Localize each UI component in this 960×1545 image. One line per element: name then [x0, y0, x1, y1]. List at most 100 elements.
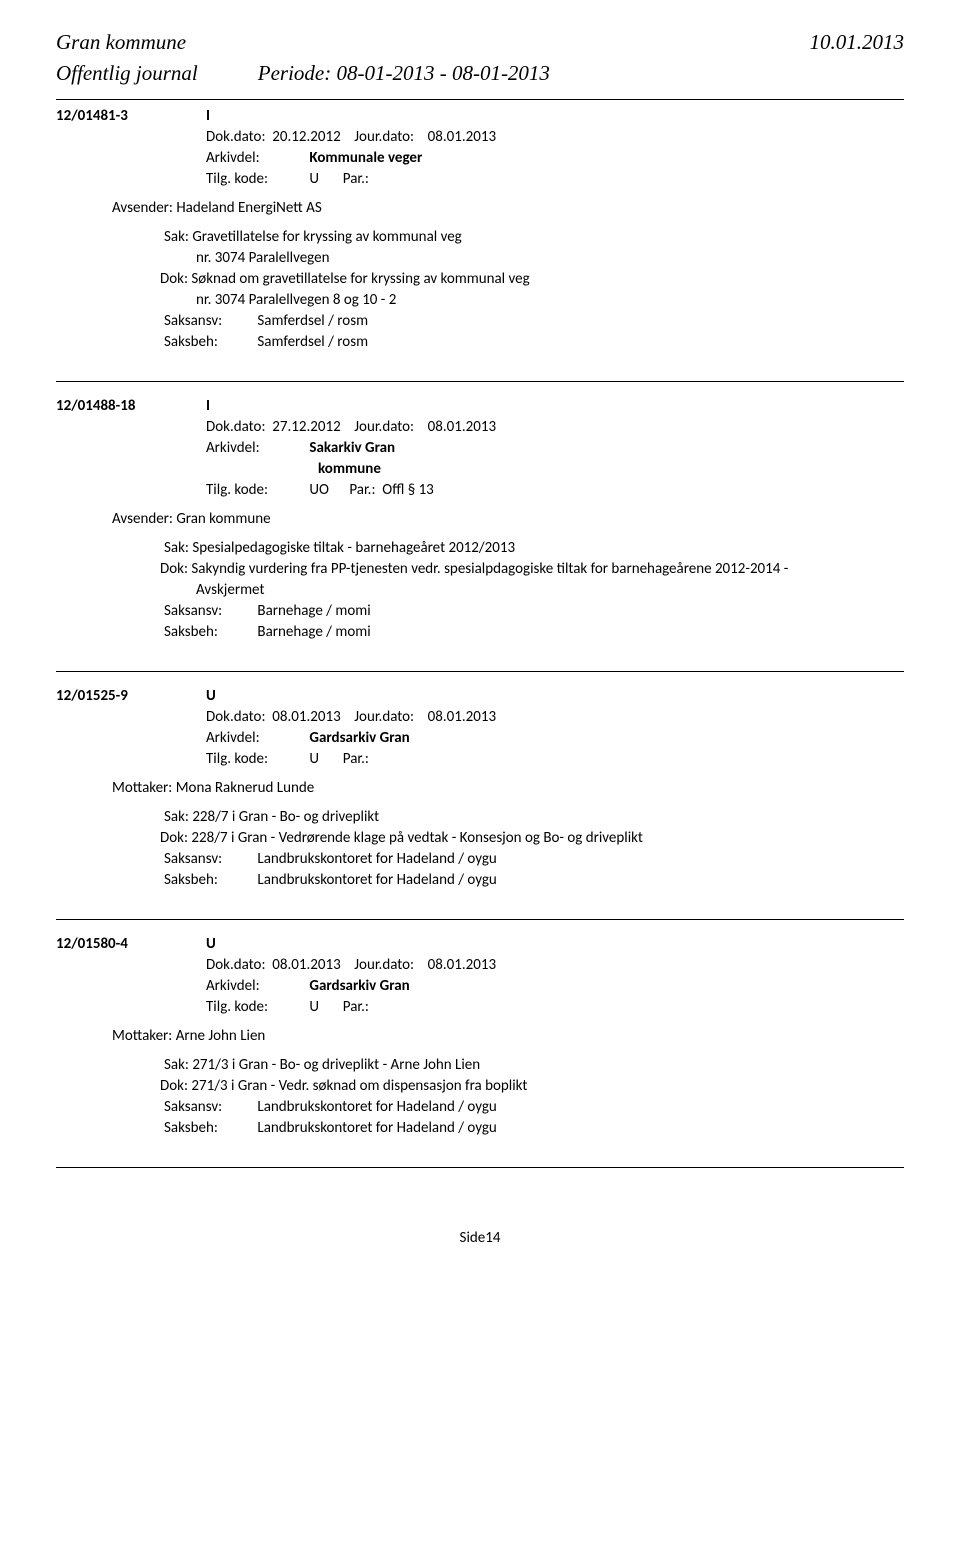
tilg-value: U — [309, 998, 319, 1016]
arkiv-label: Arkivdel: — [206, 438, 306, 459]
dok-value: Søknad om gravetillatelse for kryssing a… — [191, 270, 529, 288]
sender-line: Avsender: Gran kommune — [112, 509, 904, 530]
jourdato-value: 08.01.2013 — [428, 418, 496, 436]
saksbeh-value: Landbrukskontoret for Hadeland / oygu — [257, 871, 496, 889]
saksbeh-line: Saksbeh: Barnehage / momi — [164, 622, 904, 643]
saksbeh-value: Landbrukskontoret for Hadeland / oygu — [257, 1119, 496, 1137]
saksansv-label: Saksansv: — [164, 849, 254, 870]
arkiv-label: Arkivdel: — [206, 976, 306, 997]
saksansv-label: Saksansv: — [164, 601, 254, 622]
saksbeh-value: Samferdsel / rosm — [257, 333, 368, 351]
sender-value: Hadeland EnergiNett AS — [176, 199, 321, 217]
dok-line: Dok: Sakyndig vurdering fra PP-tjenesten… — [160, 559, 904, 580]
dok-value: 228/7 i Gran - Vedrørende klage på vedta… — [191, 829, 643, 847]
jourdato-value: 08.01.2013 — [428, 708, 496, 726]
dok-label: Dok: — [160, 560, 188, 578]
arkiv-line: Arkivdel: Gardsarkiv Gran — [206, 728, 904, 749]
dok-label: Dok: — [160, 1077, 188, 1095]
dokdato-label: Dok.dato: — [206, 956, 265, 974]
arkiv-value: Gardsarkiv Gran — [309, 729, 409, 747]
case-id: 12/01481-3 — [56, 106, 206, 127]
header-period: Periode: 08-01-2013 - 08-01-2013 — [258, 59, 904, 88]
sak-line: Sak: Gravetillatelse for kryssing av kom… — [164, 227, 904, 248]
saksbeh-label: Saksbeh: — [164, 332, 254, 353]
sender-value: Gran kommune — [176, 510, 270, 528]
sak-value: 228/7 i Gran - Bo- og driveplikt — [192, 808, 379, 826]
jourdato-label: Jour.dato: — [354, 418, 414, 436]
header-row: Gran kommune 10.01.2013 — [56, 28, 904, 57]
saksansv-value: Landbrukskontoret for Hadeland / oygu — [257, 850, 496, 868]
sak-line: Sak: Spesialpedagogiske tiltak - barneha… — [164, 538, 904, 559]
tilg-line: Tilg. kode: UO Par.: Offl § 13 — [206, 480, 904, 501]
page-footer: Side14 — [56, 1228, 904, 1249]
dok-label: Dok: — [160, 829, 188, 847]
dokdato-value: 27.12.2012 — [272, 418, 340, 436]
par-label: Par.: — [343, 170, 369, 188]
tilg-line: Tilg. kode: U Par.: — [206, 169, 904, 190]
saksansv-line: Saksansv: Samferdsel / rosm — [164, 311, 904, 332]
direction-code: I — [206, 106, 210, 127]
sak-value: Gravetillatelse for kryssing av kommunal… — [192, 228, 461, 246]
dok-line: Dok: 228/7 i Gran - Vedrørende klage på … — [160, 828, 904, 849]
jourdato-value: 08.01.2013 — [428, 128, 496, 146]
saksbeh-label: Saksbeh: — [164, 622, 254, 643]
arkiv-label: Arkivdel: — [206, 148, 306, 169]
saksbeh-line: Saksbeh: Landbrukskontoret for Hadeland … — [164, 870, 904, 891]
sender-value: Mona Raknerud Lunde — [176, 779, 314, 797]
journal-entry: 12/01525-9 U Dok.dato: 08.01.2013 Jour.d… — [56, 686, 904, 891]
tilg-label: Tilg. kode: — [206, 480, 306, 501]
sak-value: 271/3 i Gran - Bo- og driveplikt - Arne … — [192, 1056, 480, 1074]
jourdato-label: Jour.dato: — [354, 128, 414, 146]
entry-rule — [56, 919, 904, 920]
saksansv-value: Landbrukskontoret for Hadeland / oygu — [257, 1098, 496, 1116]
jourdato-label: Jour.dato: — [354, 708, 414, 726]
direction-code: U — [206, 934, 216, 955]
sak-line: Sak: 271/3 i Gran - Bo- og driveplikt - … — [164, 1055, 904, 1076]
sak-value: Spesialpedagogiske tiltak - barnehageåre… — [192, 539, 515, 557]
header-org: Gran kommune — [56, 28, 186, 57]
saksbeh-line: Saksbeh: Samferdsel / rosm — [164, 332, 904, 353]
sender-value: Arne John Lien — [176, 1027, 266, 1045]
date-line: Dok.dato: 08.01.2013 Jour.dato: 08.01.20… — [206, 955, 904, 976]
par-label: Par.: — [343, 998, 369, 1016]
dokdato-value: 08.01.2013 — [272, 708, 340, 726]
dokdato-value: 08.01.2013 — [272, 956, 340, 974]
par-label: Par.: — [349, 481, 375, 499]
direction-code: U — [206, 686, 216, 707]
saksbeh-line: Saksbeh: Landbrukskontoret for Hadeland … — [164, 1118, 904, 1139]
date-line: Dok.dato: 20.12.2012 Jour.dato: 08.01.20… — [206, 127, 904, 148]
dok-label: Dok: — [160, 270, 188, 288]
tilg-line: Tilg. kode: U Par.: — [206, 997, 904, 1018]
tilg-label: Tilg. kode: — [206, 169, 306, 190]
arkiv-label: Arkivdel: — [206, 728, 306, 749]
arkiv-value: Gardsarkiv Gran — [309, 977, 409, 995]
saksbeh-value: Barnehage / momi — [257, 623, 370, 641]
dok-value: Sakyndig vurdering fra PP-tjenesten vedr… — [191, 560, 788, 578]
sak-line: Sak: 228/7 i Gran - Bo- og driveplikt — [164, 807, 904, 828]
sak-label: Sak: — [164, 228, 189, 246]
par-label: Par.: — [343, 750, 369, 768]
tilg-value: U — [309, 750, 319, 768]
dokdato-label: Dok.dato: — [206, 708, 265, 726]
header-journal: Offentlig journal — [56, 59, 198, 88]
dokdato-label: Dok.dato: — [206, 418, 265, 436]
case-id: 12/01525-9 — [56, 686, 206, 707]
date-line: Dok.dato: 27.12.2012 Jour.dato: 08.01.20… — [206, 417, 904, 438]
tilg-value: UO — [309, 481, 329, 499]
sender-label: Avsender: — [112, 510, 173, 528]
jourdato-label: Jour.dato: — [354, 956, 414, 974]
dok-cont: Avskjermet — [196, 580, 904, 601]
sak-label: Sak: — [164, 539, 189, 557]
header-rule — [56, 99, 904, 100]
saksansv-line: Saksansv: Landbrukskontoret for Hadeland… — [164, 849, 904, 870]
sender-label: Mottaker: — [112, 1027, 172, 1045]
dok-cont: nr. 3074 Paralellvegen 8 og 10 - 2 — [196, 290, 904, 311]
saksansv-value: Samferdsel / rosm — [257, 312, 368, 330]
saksansv-label: Saksansv: — [164, 1097, 254, 1118]
saksbeh-label: Saksbeh: — [164, 870, 254, 891]
entry-rule — [56, 671, 904, 672]
journal-entry: 12/01481-3 I Dok.dato: 20.12.2012 Jour.d… — [56, 106, 904, 353]
saksansv-line: Saksansv: Landbrukskontoret for Hadeland… — [164, 1097, 904, 1118]
journal-entry: 12/01580-4 U Dok.dato: 08.01.2013 Jour.d… — [56, 934, 904, 1139]
saksansv-label: Saksansv: — [164, 311, 254, 332]
